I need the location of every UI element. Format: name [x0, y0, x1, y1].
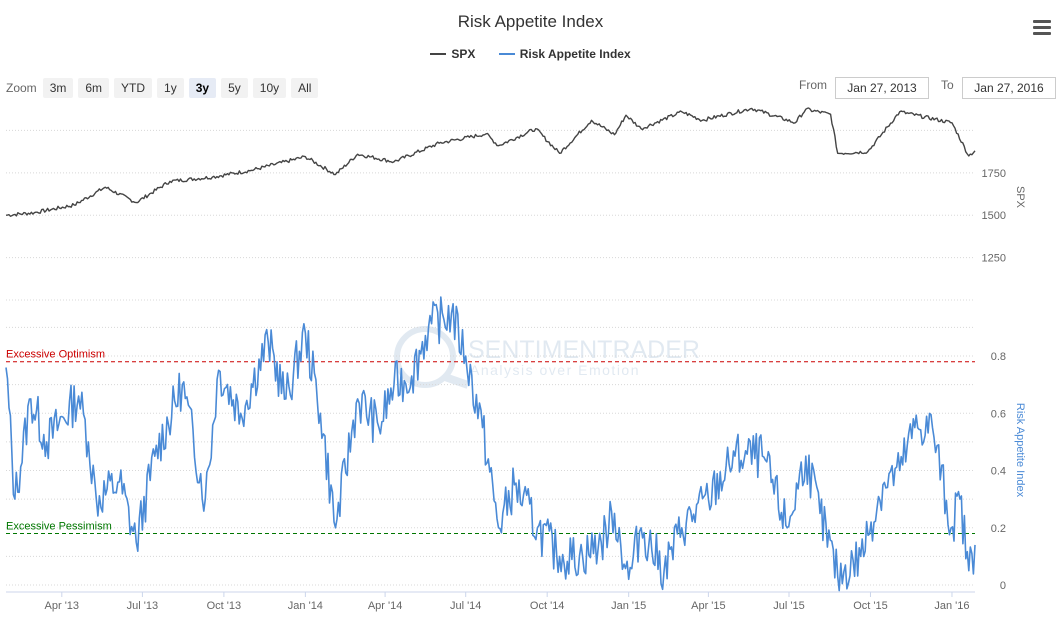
zoom-button-6m[interactable]: 6m: [78, 78, 110, 98]
x-axis-tick-label: Jan '16: [934, 600, 969, 612]
x-axis-tick-label: Apr '15: [691, 600, 726, 612]
spx-axis-title: SPX: [1014, 186, 1026, 209]
spx-tick-label: 1750: [982, 168, 1006, 180]
x-axis-tick-label: Jan '14: [288, 600, 323, 612]
range-to-input[interactable]: Jan 27, 2016: [962, 77, 1056, 99]
watermark-name: SENTIMENTRADER: [468, 336, 700, 364]
legend-swatch-risk-appetite: [498, 53, 515, 55]
range-from-input[interactable]: Jan 27, 2013: [835, 77, 929, 99]
legend-label-risk-appetite: Risk Appetite Index: [519, 47, 631, 61]
reference-line-label: Excessive Optimism: [6, 349, 105, 361]
legend: SPX Risk Appetite Index: [0, 44, 1061, 61]
zoom-button-3m[interactable]: 3m: [42, 78, 74, 98]
zoom-button-3y[interactable]: 3y: [188, 78, 217, 98]
rai-tick-label: 0.6: [991, 408, 1006, 420]
spx-tick-label: 1500: [982, 210, 1006, 222]
x-axis-tick-label: Jul '14: [450, 600, 481, 612]
rai-tick-label: 0.4: [991, 466, 1006, 478]
hamburger-menu-icon[interactable]: [1033, 20, 1051, 36]
rai-axis-title: Risk Appetite Index: [1014, 403, 1026, 498]
x-axis-tick-label: Jul '15: [773, 600, 804, 612]
zoom-label: Zoom: [6, 81, 37, 95]
x-axis-tick-label: Apr '13: [45, 600, 80, 612]
chart-title: Risk Appetite Index: [457, 12, 604, 31]
rai-series-line: [5, 296, 976, 592]
legend-label-spx: SPX: [451, 47, 476, 61]
legend-swatch-spx: [430, 53, 447, 55]
zoom-button-5y[interactable]: 5y: [221, 78, 248, 98]
spx-tick-label: 1250: [982, 253, 1006, 265]
x-axis-tick-label: Apr '14: [368, 600, 403, 612]
x-axis-tick-label: Jan '15: [611, 600, 646, 612]
watermark-magnifier-icon: [394, 326, 456, 388]
watermark-logo: SENTIMENTRADER Analysis over Emotion: [394, 326, 700, 389]
legend-item-spx[interactable]: SPX: [430, 47, 475, 61]
zoom-button-10y[interactable]: 10y: [252, 78, 287, 98]
range-to-label: To: [941, 78, 954, 92]
range-from-label: From: [799, 78, 827, 92]
rai-tick-label: 0.2: [991, 523, 1006, 535]
x-axis-tick-label: Jul '13: [127, 600, 158, 612]
spx-series-line: [5, 107, 976, 217]
zoom-button-1y[interactable]: 1y: [157, 78, 184, 98]
legend-item-risk-appetite[interactable]: Risk Appetite Index: [498, 47, 631, 61]
x-axis-tick-label: Oct '14: [530, 600, 565, 612]
zoom-button-ytd[interactable]: YTD: [114, 78, 153, 98]
zoom-bar: Zoom 3m 6m YTD 1y 3y 5y 10y All: [6, 78, 323, 98]
rai-tick-label: 0.8: [991, 351, 1006, 363]
x-axis-tick-label: Oct '15: [853, 600, 888, 612]
reference-line-label: Excessive Pessimism: [6, 520, 112, 532]
rai-tick-label: 0: [1000, 580, 1006, 592]
x-axis-tick-label: Oct '13: [207, 600, 242, 612]
watermark-tagline: Analysis over Emotion: [470, 362, 640, 378]
watermark-magnifier-handle: [443, 373, 470, 389]
zoom-button-all[interactable]: All: [291, 78, 319, 98]
